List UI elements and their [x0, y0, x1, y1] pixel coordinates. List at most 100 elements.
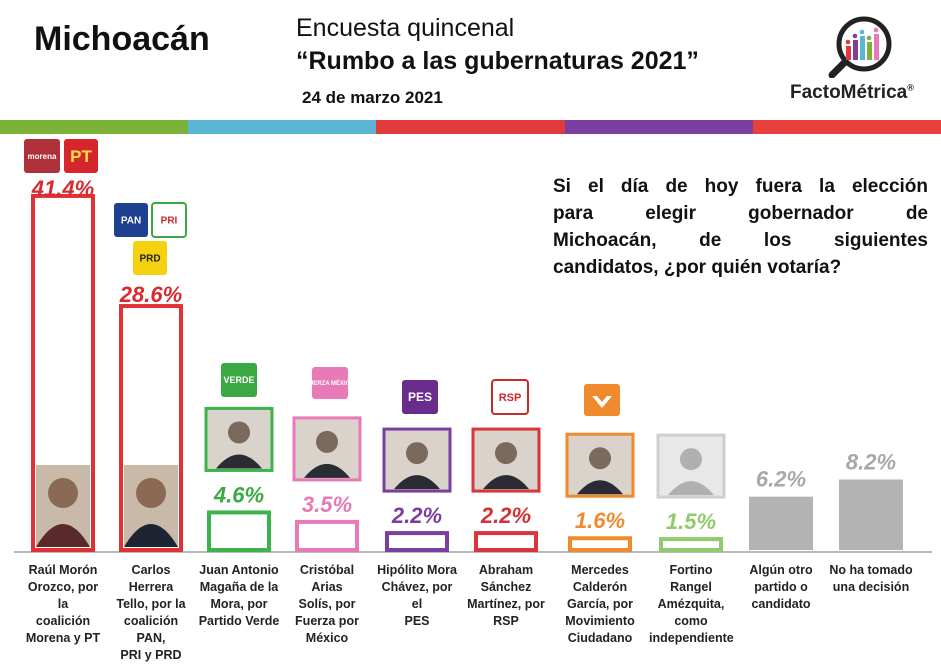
chart-baseline [14, 551, 932, 553]
bar-value-label: 4.6% [213, 482, 264, 507]
person-head-icon [228, 421, 250, 444]
bar-value-label: 3.5% [302, 492, 352, 517]
candidate-label-line: Movimiento [565, 614, 635, 628]
person-body-icon [394, 475, 440, 490]
candidate-label: Abraham Sánchez Martínez, por RSP [464, 562, 548, 630]
person-body-icon [668, 481, 714, 496]
candidate-label-line: como [674, 614, 708, 628]
candidate-label-line: PES [404, 614, 430, 628]
person-body-icon [124, 524, 178, 547]
color-band-segment [376, 120, 565, 134]
morena-logo-text: morena [28, 152, 57, 161]
person-body-icon [577, 480, 623, 495]
candidate-label-line: Raúl Morón [28, 563, 98, 577]
person-head-icon [680, 448, 702, 471]
pt-logo-text: PT [70, 147, 92, 166]
person-body-icon [483, 475, 529, 490]
person-body-icon [216, 454, 262, 469]
person-head-icon [406, 442, 428, 465]
candidate-label-line: Juan Antonio [199, 563, 279, 577]
brand-name: FactoMétrica® [790, 82, 914, 103]
color-band-segment [0, 120, 189, 134]
color-band-segment [564, 120, 753, 134]
person-body-icon [36, 524, 90, 547]
bar [749, 496, 813, 550]
bar-value-label: 1.5% [666, 509, 716, 534]
candidate-label-line: RSP [493, 614, 519, 628]
bar [568, 536, 632, 552]
candidate-label: Hipólito Mora Chávez, por el PES [375, 562, 459, 630]
candidate-label-line: coalición [35, 614, 91, 628]
candidate-label-line: Morena y PT [25, 631, 101, 645]
candidate-label-line: candidato [751, 597, 811, 611]
bar-value-label: 2.2% [391, 503, 442, 528]
eagle-icon [592, 396, 612, 408]
person-head-icon [48, 478, 78, 508]
prd-logo-icon [133, 241, 167, 275]
candidate-label-line: Chávez, por el [381, 580, 453, 611]
candidate-label-line: Hipólito Mora [377, 563, 457, 577]
candidate-label-line: Ciudadano [567, 631, 633, 645]
candidate-label: No ha tomado una decisión [829, 562, 913, 596]
pri-logo-icon [151, 202, 187, 238]
verde-logo-icon [221, 363, 257, 397]
bar [385, 531, 449, 553]
candidate-label-line: Partido Verde [198, 614, 280, 628]
candidate-label-line: PRI y PRD [120, 648, 182, 662]
pan-logo-icon [114, 203, 148, 237]
bar-value-label: 8.2% [846, 449, 896, 474]
bar-value-label: 41.4% [31, 176, 94, 201]
candidate-label-line: partido o [754, 580, 808, 594]
candidate-label-line: Calderón [572, 580, 628, 594]
pri-logo-text: PRI [161, 216, 178, 227]
candidate-label-line: García, por [567, 597, 633, 611]
bar-value-label: 6.2% [756, 467, 806, 492]
candidate-label-line: independiente [649, 631, 734, 645]
color-band [0, 120, 941, 134]
survey-question: Si el día de hoy fuera la elección para … [553, 173, 928, 281]
candidate-label-line: Sánchez [480, 580, 532, 594]
survey-date: 24 de marzo 2021 [302, 88, 443, 107]
person-head-icon [316, 430, 338, 453]
candidate-label-line: Abraham [478, 563, 534, 577]
candidate-label-line: Cristóbal Arias [299, 563, 355, 594]
bar [474, 531, 538, 553]
question-line: para elegir gobernador de [553, 203, 928, 224]
verde-logo-text: VERDE [223, 375, 254, 385]
candidate-label: Juan Antonio Magaña de la Mora, por Partido… [197, 562, 281, 630]
person-head-icon [589, 447, 611, 470]
bar-value-label: 28.6% [119, 282, 182, 307]
candidate-label-line: Mora, por [210, 597, 268, 611]
question-line: Michoacán, de los siguientes [553, 230, 928, 251]
candidate-label: Algún otro partido o candidato [739, 562, 823, 613]
candidate-label-line: Solís, por [298, 597, 356, 611]
bar [295, 519, 359, 553]
person-body-icon [304, 463, 350, 478]
pes-logo-icon [402, 380, 438, 414]
candidate-label-line: coalición PAN, [123, 614, 179, 645]
morena-logo-icon [24, 139, 60, 173]
candidate-label: Cristóbal Arias Solís, por Fuerza por Méxic… [285, 562, 369, 647]
candidate-label-line: México [305, 631, 349, 645]
person-head-icon [136, 478, 166, 508]
candidate-label: Raúl Morón Orozco, por la coalición Morena … [21, 562, 105, 647]
candidate-label-line: Orozco, por la [27, 580, 99, 611]
survey-title: Encuesta quincenal “Rumbo a las gubernat… [296, 12, 699, 78]
person-head-icon [495, 442, 517, 465]
bar [659, 537, 723, 552]
bar-value-label: 2.2% [480, 503, 531, 528]
candidate-label: Mercedes Calderón García, por Movimiento Ciu… [558, 562, 642, 647]
state-title: Michoacán [34, 20, 210, 58]
candidate-label-line: No ha tomado [829, 563, 913, 577]
candidate-label-line: Amézquita, [657, 597, 725, 611]
prd-logo-text: PRD [139, 254, 160, 265]
survey-title-line2: “Rumbo a las gubernaturas 2021” [296, 47, 699, 75]
candidate-label-line: Mercedes [571, 563, 629, 577]
candidate-label-line: una decisión [832, 580, 910, 594]
rsp-logo-text: RSP [499, 392, 522, 404]
factometrica-logo-icon [828, 16, 892, 78]
color-band-segment [752, 120, 941, 134]
question-line: candidatos, ¿por quién votaría? [553, 257, 842, 278]
fuerza-logo-icon [312, 367, 348, 399]
